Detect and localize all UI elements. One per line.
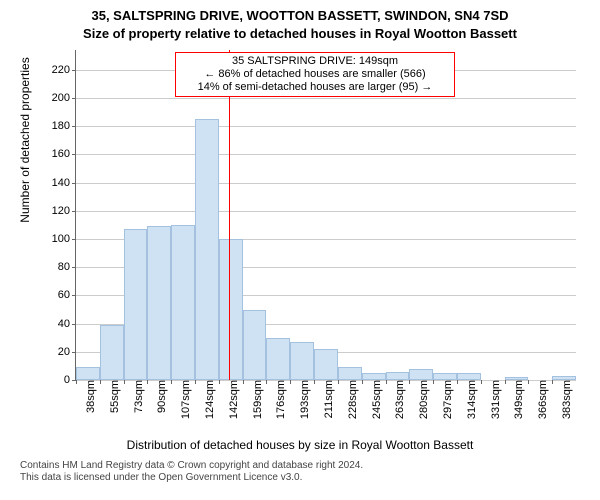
x-tick-mark <box>552 380 553 384</box>
x-tick-mark <box>76 380 77 384</box>
x-tick-label: 331sqm <box>484 380 502 419</box>
x-tick-label: 124sqm <box>198 380 216 419</box>
chart-container: 35, SALTSPRING DRIVE, WOOTTON BASSETT, S… <box>0 0 600 500</box>
x-tick-label: 280sqm <box>412 380 430 419</box>
y-tick-label: 160 <box>52 148 76 160</box>
x-tick-label: 263sqm <box>388 380 406 419</box>
y-tick-label: 0 <box>64 374 76 386</box>
histogram-bar <box>195 119 219 380</box>
x-tick-mark <box>457 380 458 384</box>
x-tick-mark <box>100 380 101 384</box>
x-tick-mark <box>528 380 529 384</box>
x-tick-mark <box>195 380 196 384</box>
x-tick-mark <box>147 380 148 384</box>
x-tick-label: 228sqm <box>341 380 359 419</box>
x-tick-label: 142sqm <box>222 380 240 419</box>
footer-line: Contains HM Land Registry data © Crown c… <box>20 460 363 471</box>
x-tick-label: 107sqm <box>174 380 192 419</box>
histogram-bar <box>290 342 314 380</box>
histogram-bar <box>433 373 457 380</box>
histogram-bar <box>76 367 100 380</box>
x-tick-label: 73sqm <box>127 380 145 413</box>
gridline <box>76 126 576 127</box>
histogram-bar <box>362 373 386 380</box>
histogram-bar <box>124 229 148 380</box>
y-tick-label: 180 <box>52 120 76 132</box>
footer-line: This data is licensed under the Open Gov… <box>20 472 302 483</box>
x-tick-label: 211sqm <box>317 380 335 418</box>
reference-line <box>229 50 230 380</box>
gridline <box>76 183 576 184</box>
y-tick-label: 80 <box>58 261 76 273</box>
x-tick-label: 245sqm <box>365 380 383 419</box>
x-tick-mark <box>290 380 291 384</box>
callout-line: ← 86% of detached houses are smaller (56… <box>182 68 448 81</box>
gridline <box>76 154 576 155</box>
y-tick-label: 140 <box>52 177 76 189</box>
histogram-bar <box>457 373 481 380</box>
y-axis-label: Number of detached properties <box>18 0 32 305</box>
x-tick-label: 314sqm <box>460 380 478 419</box>
x-tick-label: 383sqm <box>555 380 573 419</box>
x-tick-label: 297sqm <box>436 380 454 419</box>
x-tick-mark <box>362 380 363 384</box>
x-tick-mark <box>338 380 339 384</box>
callout-box: 35 SALTSPRING DRIVE: 149sqm ← 86% of det… <box>175 52 455 97</box>
histogram-bar <box>171 225 195 380</box>
y-tick-label: 220 <box>52 64 76 76</box>
x-tick-label: 38sqm <box>79 380 97 413</box>
histogram-bar <box>314 349 338 380</box>
x-tick-mark <box>386 380 387 384</box>
x-tick-mark <box>409 380 410 384</box>
x-tick-mark <box>481 380 482 384</box>
y-tick-label: 20 <box>58 346 76 358</box>
histogram-bar <box>409 369 433 380</box>
callout-line: 35 SALTSPRING DRIVE: 149sqm <box>182 55 448 68</box>
histogram-bar <box>243 310 267 381</box>
y-tick-label: 100 <box>52 233 76 245</box>
x-tick-mark <box>433 380 434 384</box>
histogram-bar <box>386 372 410 380</box>
x-tick-label: 159sqm <box>246 380 264 419</box>
gridline <box>76 98 576 99</box>
x-tick-mark <box>124 380 125 384</box>
x-tick-mark <box>314 380 315 384</box>
y-tick-label: 40 <box>58 318 76 330</box>
y-tick-label: 120 <box>52 205 76 217</box>
x-tick-label: 193sqm <box>293 380 311 419</box>
x-tick-label: 176sqm <box>269 380 287 419</box>
y-tick-label: 60 <box>58 289 76 301</box>
histogram-bar <box>147 226 171 380</box>
x-tick-mark <box>266 380 267 384</box>
histogram-bar <box>219 239 243 380</box>
histogram-bar <box>100 325 124 380</box>
x-tick-mark <box>219 380 220 384</box>
plot-area: 02040608010012014016018020022038sqm55sqm… <box>75 50 576 381</box>
x-tick-label: 55sqm <box>103 380 121 413</box>
x-tick-mark <box>505 380 506 384</box>
y-tick-label: 200 <box>52 92 76 104</box>
x-tick-label: 90sqm <box>150 380 168 413</box>
x-tick-mark <box>171 380 172 384</box>
x-tick-mark <box>243 380 244 384</box>
histogram-bar <box>338 367 362 380</box>
chart-title-line1: 35, SALTSPRING DRIVE, WOOTTON BASSETT, S… <box>20 8 580 23</box>
histogram-bar <box>266 338 290 380</box>
gridline <box>76 211 576 212</box>
x-tick-label: 366sqm <box>531 380 549 419</box>
x-axis-label: Distribution of detached houses by size … <box>20 438 580 452</box>
x-tick-label: 349sqm <box>507 380 525 419</box>
chart-title-line2: Size of property relative to detached ho… <box>20 26 580 41</box>
callout-line: 14% of semi-detached houses are larger (… <box>182 81 448 94</box>
